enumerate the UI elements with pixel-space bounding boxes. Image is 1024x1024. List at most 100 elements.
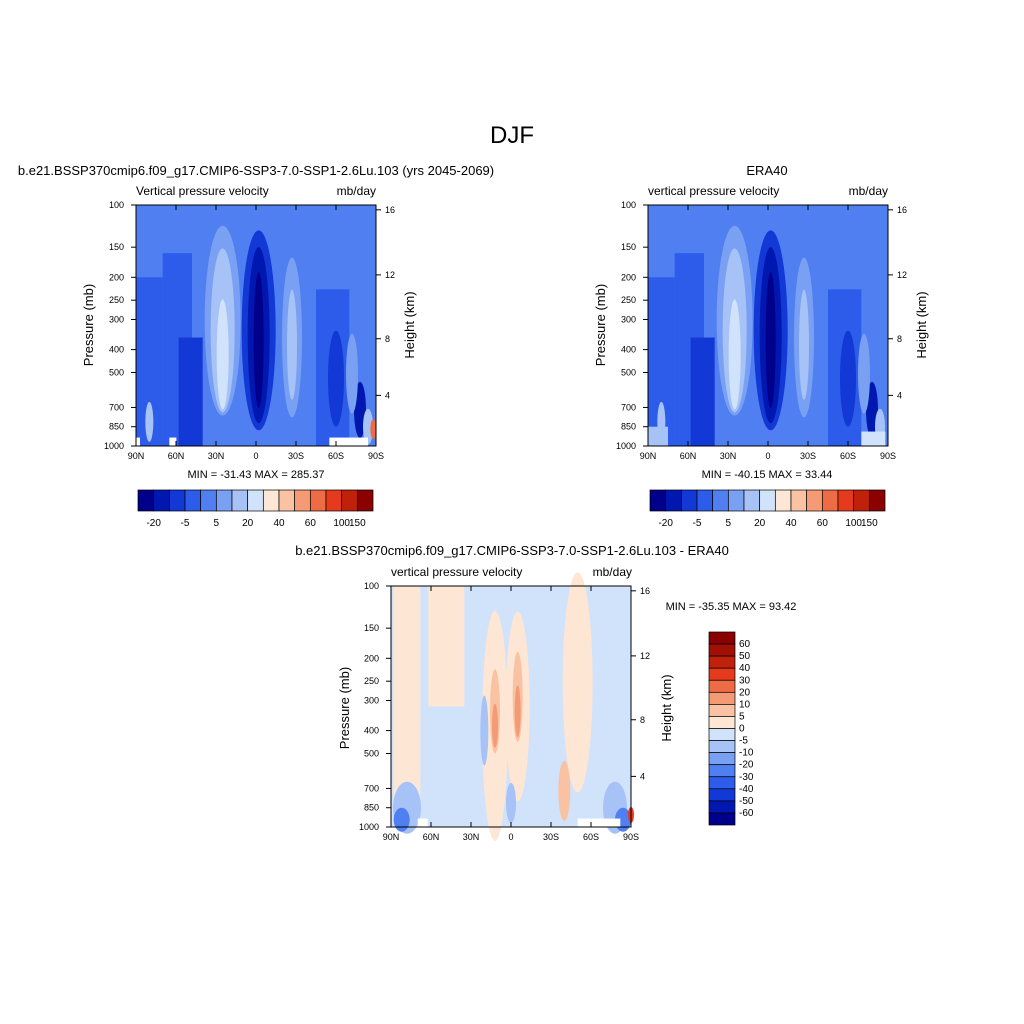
colorbar-box [708, 776, 736, 790]
colorbar-label: 60 [305, 518, 317, 529]
colorbar-box [806, 489, 823, 512]
colorbar-box [184, 489, 202, 512]
y2-tick-label: 16 [640, 586, 650, 596]
colorbar-label: -5 [739, 736, 748, 747]
diff-stats: MIN = -35.35 MAX = 93.42 [666, 601, 797, 613]
colorbar-box [708, 740, 736, 753]
y-tick-label: 400 [109, 345, 124, 355]
figure-title: DJF [490, 122, 534, 149]
colorbar-label: 40 [785, 518, 797, 529]
obs-y-axis-label: Pressure (mb) [593, 284, 608, 366]
colorbar-box [356, 489, 374, 512]
obs-panel: ERA40 vertical pressure velocity mb/day … [593, 163, 929, 529]
y-tick-label: 150 [621, 242, 636, 252]
colorbar-label: 5 [214, 518, 220, 529]
model-panel-title: b.e21.BSSP370cmip6.f09_g17.CMIP6-SSP3-7.… [18, 163, 494, 178]
model-y-axis-label: Pressure (mb) [81, 284, 96, 366]
y-tick-label: 500 [364, 748, 379, 758]
colorbar-label: -50 [739, 796, 754, 807]
colorbar-box [743, 489, 761, 512]
diff-panel-title: b.e21.BSSP370cmip6.f09_g17.CMIP6-SSP3-7.… [295, 543, 729, 558]
y-tick-label: 400 [621, 345, 636, 355]
colorbar-label: -20 [658, 518, 673, 529]
x-tick-label: 60S [328, 451, 344, 461]
colorbar-label: 50 [739, 651, 751, 662]
colorbar-label: 20 [242, 518, 254, 529]
x-tick-label: 30N [463, 832, 480, 842]
x-tick-label: 90S [623, 832, 639, 842]
colorbar-box [821, 489, 839, 512]
x-tick-label: 60N [680, 451, 697, 461]
obs-units-label: mb/day [849, 184, 888, 198]
colorbar-box [837, 489, 855, 512]
colorbar-box [712, 489, 729, 512]
x-tick-label: 30S [800, 451, 816, 461]
y2-tick-label: 12 [640, 651, 650, 661]
colorbar-box [649, 489, 667, 512]
x-tick-label: 30N [208, 451, 225, 461]
y2-tick-label: 4 [640, 771, 645, 781]
colorbar-label: -10 [739, 748, 754, 759]
colorbar-box [294, 489, 311, 512]
diff-variable-label: vertical pressure velocity [391, 565, 522, 579]
colorbar-box [790, 489, 808, 512]
colorbar-box [708, 728, 736, 741]
colorbar-label: 60 [817, 518, 829, 529]
colorbar-label: -30 [739, 772, 754, 783]
y-tick-label: 850 [109, 422, 124, 432]
x-tick-label: 60N [423, 832, 440, 842]
colorbar-box [262, 489, 280, 512]
x-tick-label: 60N [168, 451, 185, 461]
y-tick-label: 200 [109, 272, 124, 282]
colorbar-box [708, 752, 736, 766]
colorbar-box [168, 489, 186, 512]
colorbar-box [727, 489, 745, 512]
colorbar-box [708, 691, 736, 705]
colorbar-box [708, 788, 736, 802]
colorbar-label: 0 [739, 724, 745, 735]
y2-tick-label: 12 [385, 270, 395, 280]
y-tick-label: 100 [364, 581, 379, 591]
y-tick-label: 250 [109, 295, 124, 305]
y2-tick-label: 8 [385, 334, 390, 344]
y-tick-label: 300 [364, 695, 379, 705]
colorbar-box [708, 679, 736, 693]
colorbar-box [708, 800, 736, 814]
y-tick-label: 250 [364, 676, 379, 686]
model-contour-field [136, 205, 377, 446]
y-tick-label: 200 [621, 272, 636, 282]
y-tick-label: 150 [364, 623, 379, 633]
colorbar-box [708, 655, 736, 669]
colorbar-label: 40 [273, 518, 285, 529]
colorbar-box [708, 667, 736, 681]
y-tick-label: 100 [109, 200, 124, 210]
diff-panel: b.e21.BSSP370cmip6.f09_g17.CMIP6-SSP3-7.… [295, 543, 796, 842]
x-tick-label: 60S [840, 451, 856, 461]
colorbar-box [278, 489, 296, 512]
colorbar-label: -20 [739, 760, 754, 771]
y-tick-label: 150 [109, 242, 124, 252]
y2-tick-label: 16 [385, 205, 395, 215]
y-tick-label: 1000 [104, 441, 124, 451]
x-tick-label: 60S [583, 832, 599, 842]
y-tick-label: 500 [621, 367, 636, 377]
obs-panel-title: ERA40 [746, 163, 787, 178]
colorbar-box [200, 489, 217, 512]
y-tick-label: 300 [621, 314, 636, 324]
y2-tick-label: 4 [897, 390, 902, 400]
colorbar-box [708, 631, 736, 645]
diff-y-axis-label: Pressure (mb) [337, 667, 352, 749]
x-tick-label: 0 [508, 832, 513, 842]
colorbar-box [247, 489, 264, 512]
colorbar-label: -40 [739, 784, 754, 795]
x-tick-label: 30N [720, 451, 737, 461]
y-tick-label: 300 [109, 314, 124, 324]
y-tick-label: 850 [364, 803, 379, 813]
colorbar-box [774, 489, 792, 512]
model-units-label: mb/day [337, 184, 376, 198]
colorbar-label: 30 [739, 675, 751, 686]
x-tick-label: 90N [128, 451, 145, 461]
